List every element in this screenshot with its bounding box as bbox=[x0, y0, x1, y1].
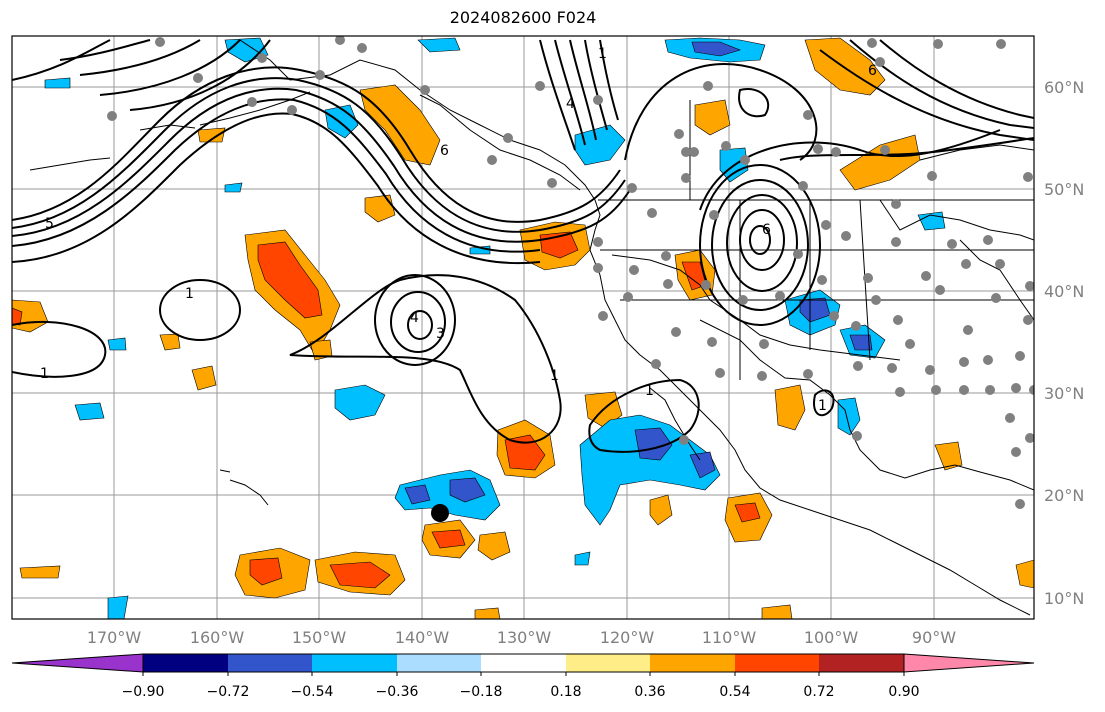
colorbar-tick-label: 0.90 bbox=[888, 684, 919, 700]
latitude-labels: 60°N 50°N 40°N 30°N 20°N 10°N bbox=[1044, 78, 1084, 608]
colorbar-max-extend bbox=[903, 653, 1035, 673]
colorbar-segment bbox=[228, 654, 312, 672]
contour-label: 6 bbox=[440, 143, 449, 159]
colorbar-tick-label: −0.90 bbox=[122, 684, 165, 700]
colorbar-segment bbox=[143, 654, 228, 672]
lon-label: 100°W bbox=[804, 628, 859, 647]
lon-label: 160°W bbox=[190, 628, 245, 647]
graticule bbox=[12, 36, 1034, 619]
contour-label: 1 bbox=[40, 366, 49, 382]
colorbar-segment bbox=[650, 654, 735, 672]
colorbar-segment bbox=[819, 654, 904, 672]
longitude-labels: 170°W 160°W 150°W 140°W 130°W 120°W 110°… bbox=[87, 628, 956, 647]
lon-label: 170°W bbox=[87, 628, 142, 647]
lon-label: 110°W bbox=[702, 628, 757, 647]
lon-label: 130°W bbox=[497, 628, 552, 647]
lon-label: 150°W bbox=[292, 628, 347, 647]
contour-label: 5 bbox=[45, 216, 54, 232]
colorbar-min-extend bbox=[11, 653, 144, 673]
storm-center-marker bbox=[431, 504, 449, 522]
colorbar-tick-label: 0.18 bbox=[550, 684, 581, 700]
lat-label: 40°N bbox=[1044, 282, 1084, 301]
lat-label: 20°N bbox=[1044, 486, 1084, 505]
lon-label: 140°W bbox=[395, 628, 450, 647]
colorbar-tick-label: 0.54 bbox=[719, 684, 750, 700]
map-frame bbox=[11, 35, 1035, 620]
contour-label: 1 bbox=[818, 398, 827, 414]
contour-label: 6 bbox=[762, 222, 771, 238]
lon-label: 120°W bbox=[600, 628, 655, 647]
colorbar-tick-label: −0.72 bbox=[207, 684, 250, 700]
station-markers bbox=[107, 36, 1034, 509]
colorbar-tick-label: −0.18 bbox=[460, 684, 503, 700]
colorbar-segment bbox=[735, 654, 819, 672]
contour-label: 4 bbox=[410, 310, 419, 326]
map-title: 2024082600 F024 bbox=[449, 8, 597, 27]
lon-label: 90°W bbox=[912, 628, 956, 647]
colorbar-tick-label: 0.72 bbox=[803, 684, 834, 700]
contour-labels: 5 6 1 4 3 1 1 6 1 1 6 4 1 bbox=[40, 46, 877, 414]
contour-label: 1 bbox=[598, 46, 607, 62]
contour-label: 1 bbox=[185, 286, 194, 302]
colorbar-tick-label: 0.36 bbox=[634, 684, 665, 700]
map-panel: 5 6 1 4 3 1 1 6 1 1 6 4 1 bbox=[11, 35, 1035, 620]
colorbar: −0.90 −0.72 −0.54 −0.36 −0.18 0.18 0.36 … bbox=[11, 653, 1035, 700]
contour-label: 1 bbox=[550, 368, 559, 384]
contour-label: 3 bbox=[436, 326, 445, 342]
lat-label: 30°N bbox=[1044, 384, 1084, 403]
contour-label: 1 bbox=[645, 383, 654, 399]
contour-label: 6 bbox=[868, 63, 877, 79]
colorbar-segment bbox=[312, 654, 397, 672]
colorbar-segment bbox=[566, 654, 650, 672]
colorbar-tick-label: −0.54 bbox=[291, 684, 334, 700]
lat-label: 60°N bbox=[1044, 78, 1084, 97]
colorbar-segment bbox=[481, 654, 566, 672]
colorbar-segment bbox=[397, 654, 481, 672]
lat-label: 50°N bbox=[1044, 180, 1084, 199]
colorbar-tick-label: −0.36 bbox=[376, 684, 419, 700]
contour-label: 4 bbox=[566, 96, 575, 112]
lat-label: 10°N bbox=[1044, 589, 1084, 608]
